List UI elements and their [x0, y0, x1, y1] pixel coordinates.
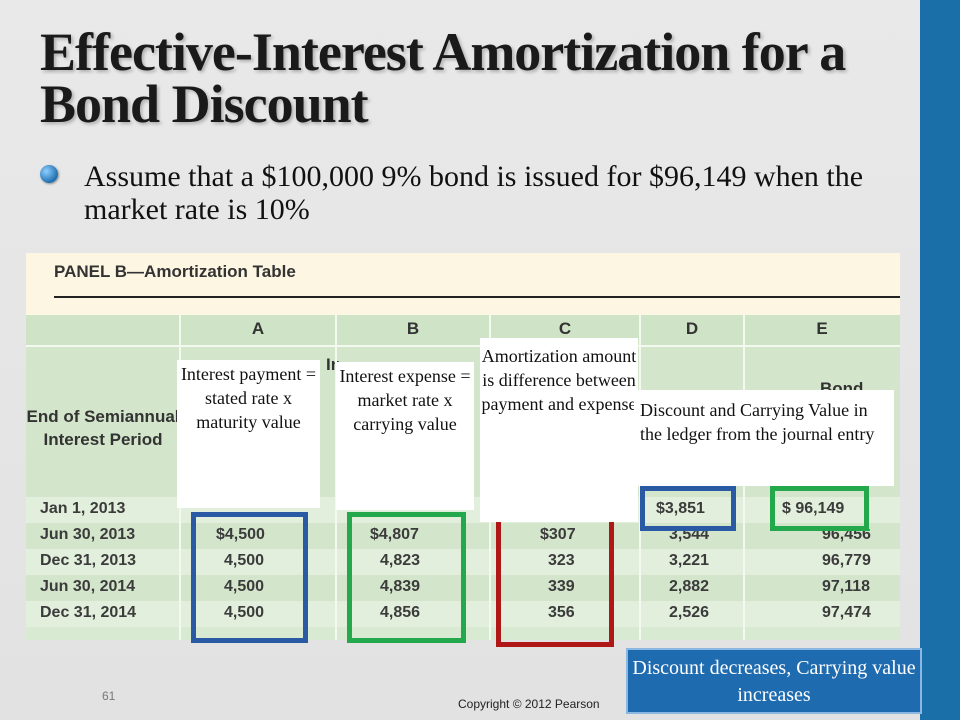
interest-expense-cell: 4,839: [380, 578, 421, 595]
interest-expense-cell: 4,823: [380, 552, 421, 569]
discount-balance-highlight: [640, 486, 736, 531]
carrying-value-cell: 97,474: [822, 604, 871, 621]
bullet-text: Assume that a $100,000 9% bond is issued…: [84, 160, 864, 226]
table-row: Jan 1, 2013 $3,851 $ 96,149: [26, 497, 900, 523]
column-letter-row: A B C D E: [26, 315, 900, 347]
discount-balance-cell: $3,851: [656, 500, 705, 517]
period-cell: Dec 31, 2014: [40, 604, 137, 621]
carrying-value-cell: 97,118: [822, 578, 871, 595]
ledger-note: Discount and Carrying Value in the ledge…: [634, 390, 894, 486]
interest-expense-cell: $4,807: [370, 526, 419, 543]
amortization-highlight: [496, 512, 614, 647]
slide-title: Effective-Interest Amortization for a Bo…: [40, 22, 846, 134]
interest-payment-cell: 4,500: [224, 552, 265, 569]
panel-title: PANEL B—Amortization Table: [54, 262, 296, 281]
interest-payment-note: Interest payment = stated rate x maturit…: [177, 360, 320, 508]
discount-balance-cell: 2,882: [669, 578, 710, 595]
accent-band: [920, 0, 960, 720]
page-number: 61: [102, 689, 116, 703]
copyright-notice: Copyright © 2012 Pearson: [458, 697, 600, 711]
amortization-note: Amortization amount is difference betwee…: [480, 338, 638, 522]
panel-header: PANEL B—Amortization Table: [26, 253, 900, 315]
carrying-value-highlight: [770, 486, 869, 531]
amortization-cell: 356: [548, 604, 575, 621]
column-letter-a: A: [251, 319, 265, 338]
period-column-header: End of Semiannual Interest Period: [26, 407, 180, 449]
interest-expense-note: Interest expense = market rate x carryin…: [336, 362, 474, 510]
bullet-icon: [40, 165, 58, 183]
period-cell: Dec 31, 2013: [40, 552, 137, 569]
column-letter-d: D: [685, 319, 699, 338]
summary-callout: Discount decreases, Carrying value incre…: [626, 648, 922, 714]
period-cell: Jan 1, 2013: [40, 500, 126, 517]
carrying-value-cell: $ 96,149: [782, 500, 845, 517]
column-letter-c: C: [558, 319, 572, 338]
amortization-cell: 339: [548, 578, 575, 595]
amortization-cell: 323: [548, 552, 575, 569]
period-cell: Jun 30, 2014: [40, 578, 136, 595]
interest-payment-cell: $4,500: [216, 526, 265, 543]
interest-payment-highlight: [191, 512, 308, 643]
interest-payment-cell: 4,500: [224, 604, 265, 621]
panel-rule: [54, 296, 900, 298]
interest-expense-highlight: [347, 512, 466, 643]
column-letter-e: E: [816, 319, 828, 338]
carrying-value-cell: 96,779: [822, 552, 871, 569]
discount-balance-cell: 2,526: [669, 604, 710, 621]
amortization-cell: $307: [540, 526, 576, 543]
interest-payment-cell: 4,500: [224, 578, 265, 595]
column-letter-b: B: [406, 319, 420, 338]
period-cell: Jun 30, 2013: [40, 526, 136, 543]
discount-balance-cell: 3,221: [669, 552, 710, 569]
interest-expense-cell: 4,856: [380, 604, 421, 621]
